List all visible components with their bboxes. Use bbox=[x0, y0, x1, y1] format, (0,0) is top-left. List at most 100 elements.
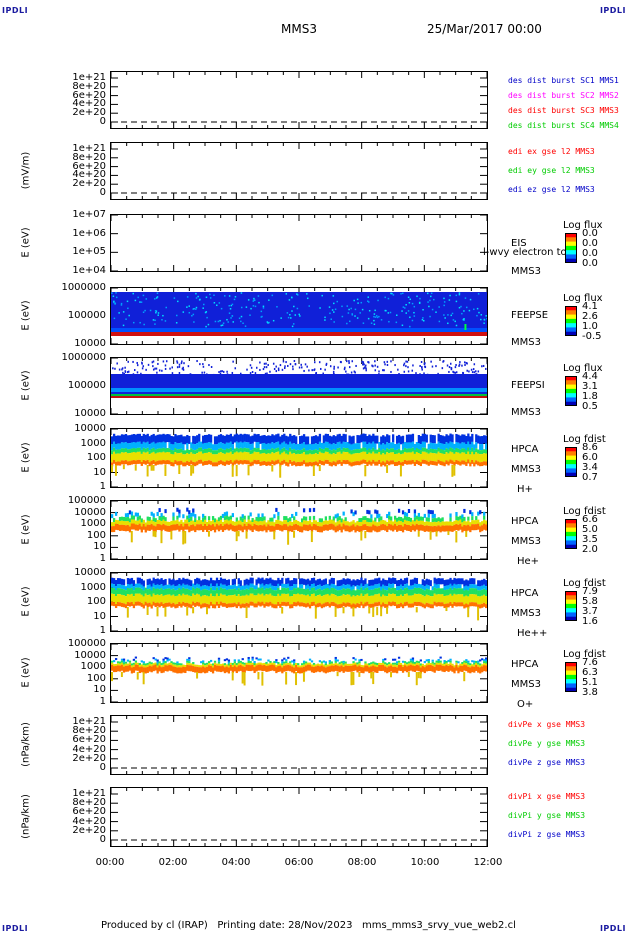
colorbar-segment bbox=[565, 616, 577, 621]
instrument-label: EIS bbox=[511, 238, 527, 249]
panel-hpca_he bbox=[110, 500, 488, 560]
instrument-label: He++ bbox=[517, 628, 548, 639]
legend-entry: divPi y gse MMS3 bbox=[508, 811, 586, 820]
instrument-label: FEEPSI bbox=[511, 380, 545, 391]
y-tick-label: 100000 bbox=[67, 380, 106, 391]
colorbar bbox=[565, 662, 577, 692]
colorbar-segment bbox=[565, 388, 577, 394]
panel-hpca_hepp bbox=[110, 572, 488, 632]
colorbar-segment bbox=[565, 380, 577, 386]
y-tick-label: 0 bbox=[99, 187, 106, 198]
colorbar-segment bbox=[565, 540, 577, 546]
y-tick-label: 8e+20 bbox=[72, 725, 106, 737]
panel-eis bbox=[110, 214, 488, 272]
panel-divpe bbox=[110, 715, 488, 775]
y-tick-label: 1e+21 bbox=[72, 716, 106, 727]
corner-label-tl: IPDLI bbox=[2, 6, 29, 15]
y-axis-label: (nPa/km) bbox=[20, 794, 32, 839]
colorbar-segment bbox=[565, 306, 577, 311]
y-tick-label: 100 bbox=[86, 529, 106, 541]
colorbar-segment bbox=[565, 591, 577, 596]
plot-area-feepsi bbox=[111, 358, 487, 414]
colorbar-title: Log fdist bbox=[563, 578, 606, 589]
colorbar-segment bbox=[565, 468, 577, 474]
y-tick-label: 6e+20 bbox=[72, 734, 106, 746]
colorbar-value: 0.0 bbox=[582, 258, 598, 269]
colorbar-title: Log flux bbox=[563, 293, 603, 304]
instrument-label: MMS3 bbox=[511, 337, 541, 348]
y-axis-label: E (eV) bbox=[20, 586, 32, 617]
corner-label-bl: IPDLI bbox=[2, 924, 29, 933]
y-tick-label: 1000 bbox=[80, 437, 106, 449]
y-tick-label: 8e+20 bbox=[72, 151, 106, 163]
y-tick-label: 100 bbox=[86, 452, 106, 463]
colorbar-value: 6.0 bbox=[582, 452, 598, 463]
plot-area-hpca_hepp bbox=[111, 573, 487, 631]
y-tick-label: 10 bbox=[93, 684, 106, 696]
plot-area-eis bbox=[111, 215, 487, 271]
panel-hpca_h bbox=[110, 428, 488, 488]
colorbar-segment bbox=[565, 519, 577, 524]
colorbar-value: 3.7 bbox=[582, 606, 598, 617]
instrument-label: MMS3 bbox=[511, 679, 541, 690]
colorbar-segment bbox=[565, 314, 577, 320]
legend-entry: edi ez gse l2 MMS3 bbox=[508, 185, 595, 194]
y-tick-label: 0 bbox=[99, 762, 106, 773]
y-tick-label: 1 bbox=[99, 696, 106, 707]
y-tick-label: 10000 bbox=[74, 338, 106, 349]
y-tick-label: 100000 bbox=[67, 495, 106, 506]
colorbar-segment bbox=[565, 670, 577, 676]
y-tick-label: 1e+05 bbox=[72, 246, 106, 258]
colorbar-segment bbox=[565, 544, 577, 549]
colorbar-value: 5.1 bbox=[582, 677, 598, 688]
colorbar-value: 2.6 bbox=[582, 311, 598, 322]
panel-dist_burst bbox=[110, 71, 488, 129]
colorbar bbox=[565, 519, 577, 549]
y-tick-label: 10000 bbox=[74, 408, 106, 419]
colorbar-segment bbox=[565, 451, 577, 457]
y-axis-label: E (eV) bbox=[20, 514, 32, 545]
colorbar-segment bbox=[565, 674, 577, 680]
colorbar-segment bbox=[565, 401, 577, 406]
y-tick-label: 1e+07 bbox=[72, 209, 106, 220]
instrument-label: FEEPSE bbox=[511, 310, 549, 321]
y-tick-label: 8e+20 bbox=[72, 797, 106, 809]
colorbar-segment bbox=[565, 376, 577, 381]
x-tick-label: 00:00 bbox=[95, 857, 125, 868]
x-tick-label: 04:00 bbox=[221, 857, 251, 868]
colorbar-value: 2.0 bbox=[582, 544, 598, 555]
colorbar-segment bbox=[565, 666, 577, 672]
colorbar-value: 0.7 bbox=[582, 472, 598, 483]
x-tick-label: 10:00 bbox=[410, 857, 440, 868]
date-title: 25/Mar/2017 00:00 bbox=[427, 22, 542, 36]
colorbar bbox=[565, 233, 577, 263]
colorbar-value: 0.5 bbox=[582, 401, 598, 412]
x-tick-label: 12:00 bbox=[473, 857, 503, 868]
panel-hpca_o bbox=[110, 643, 488, 703]
colorbar-value: 7.9 bbox=[582, 586, 598, 597]
colorbar-value: 0.0 bbox=[582, 238, 598, 249]
instrument-label: MMS3 bbox=[511, 266, 541, 277]
instrument-label: HPCA bbox=[511, 588, 539, 599]
colorbar-value: 5.8 bbox=[582, 596, 598, 607]
y-tick-label: 8e+20 bbox=[72, 80, 106, 92]
y-axis-label: (nPa/km) bbox=[20, 722, 32, 767]
y-tick-label: 2e+20 bbox=[72, 752, 106, 764]
colorbar-title: Log fdist bbox=[563, 434, 606, 445]
y-tick-label: 10000 bbox=[74, 649, 106, 661]
plot-area-hpca_o bbox=[111, 644, 487, 702]
y-tick-label: 100 bbox=[86, 672, 106, 684]
instrument-label: He+ bbox=[517, 556, 540, 567]
colorbar bbox=[565, 447, 577, 477]
y-tick-label: 1e+21 bbox=[72, 788, 106, 799]
instrument-label: MMS3 bbox=[511, 464, 541, 475]
y-tick-label: 4e+20 bbox=[72, 169, 106, 181]
colorbar-value: 6.3 bbox=[582, 667, 598, 678]
colorbar-value: 3.8 bbox=[582, 687, 598, 698]
colorbar-title: Log fdist bbox=[563, 506, 606, 517]
colorbar-segment bbox=[565, 612, 577, 618]
colorbar-value: 3.5 bbox=[582, 534, 598, 545]
colorbar-segment bbox=[565, 608, 577, 613]
plot-area-edi bbox=[111, 143, 487, 199]
legend-entry: divPe z gse MMS3 bbox=[508, 758, 586, 767]
